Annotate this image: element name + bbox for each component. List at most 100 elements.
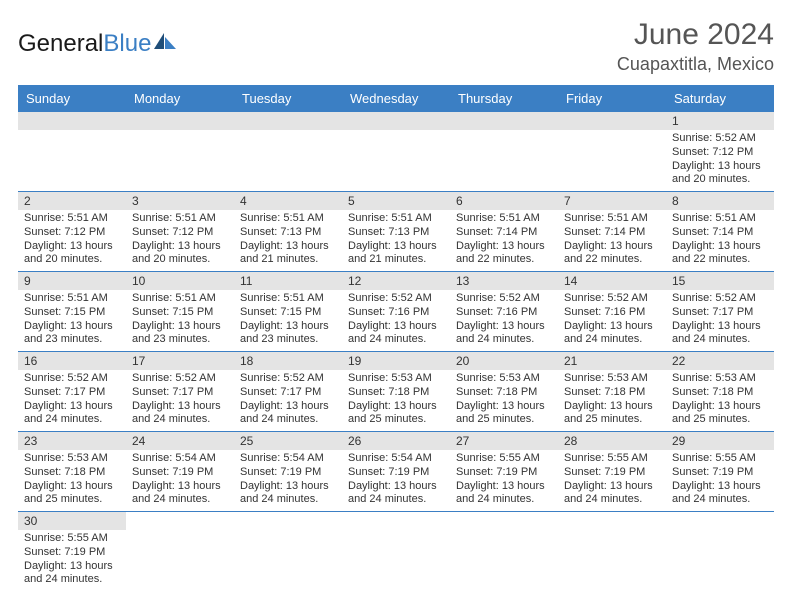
calendar-cell: 18Sunrise: 5:52 AMSunset: 7:17 PMDayligh… [234, 352, 342, 432]
daylight-text: Daylight: 13 hours and 24 minutes. [132, 400, 228, 428]
day-body: Sunrise: 5:53 AMSunset: 7:18 PMDaylight:… [18, 450, 126, 511]
brand-logo: GeneralBlue [18, 18, 176, 58]
sunset-text: Sunset: 7:12 PM [672, 146, 768, 160]
day-number: 6 [450, 192, 558, 210]
daylight-text: Daylight: 13 hours and 24 minutes. [240, 400, 336, 428]
daylight-text: Daylight: 13 hours and 25 minutes. [456, 400, 552, 428]
calendar-cell: 7Sunrise: 5:51 AMSunset: 7:14 PMDaylight… [558, 192, 666, 272]
calendar-cell: 15Sunrise: 5:52 AMSunset: 7:17 PMDayligh… [666, 272, 774, 352]
calendar-cell: . [450, 112, 558, 192]
sunset-text: Sunset: 7:17 PM [24, 386, 120, 400]
day-number: 19 [342, 352, 450, 370]
day-number: . [18, 112, 126, 130]
title-block: June 2024 Cuapaxtitla, Mexico [617, 18, 774, 75]
calendar-cell: 30Sunrise: 5:55 AMSunset: 7:19 PMDayligh… [18, 512, 126, 592]
calendar-cell: 24Sunrise: 5:54 AMSunset: 7:19 PMDayligh… [126, 432, 234, 512]
daylight-text: Daylight: 13 hours and 22 minutes. [564, 240, 660, 268]
day-number: 8 [666, 192, 774, 210]
sunrise-text: Sunrise: 5:51 AM [456, 212, 552, 226]
sunrise-text: Sunrise: 5:53 AM [348, 372, 444, 386]
sunrise-text: Sunrise: 5:53 AM [564, 372, 660, 386]
daylight-text: Daylight: 13 hours and 25 minutes. [24, 480, 120, 508]
sunset-text: Sunset: 7:12 PM [24, 226, 120, 240]
calendar-cell: 4Sunrise: 5:51 AMSunset: 7:13 PMDaylight… [234, 192, 342, 272]
day-number: 21 [558, 352, 666, 370]
day-number: . [342, 112, 450, 130]
day-number: 4 [234, 192, 342, 210]
daylight-text: Daylight: 13 hours and 24 minutes. [24, 560, 120, 588]
day-number: 12 [342, 272, 450, 290]
calendar-cell: . [342, 112, 450, 192]
day-number: 17 [126, 352, 234, 370]
day-body: Sunrise: 5:54 AMSunset: 7:19 PMDaylight:… [234, 450, 342, 511]
day-body: Sunrise: 5:54 AMSunset: 7:19 PMDaylight:… [126, 450, 234, 511]
calendar-cell: 25Sunrise: 5:54 AMSunset: 7:19 PMDayligh… [234, 432, 342, 512]
calendar-cell: 13Sunrise: 5:52 AMSunset: 7:16 PMDayligh… [450, 272, 558, 352]
calendar-cell: . [342, 512, 450, 592]
calendar-row: ......1Sunrise: 5:52 AMSunset: 7:12 PMDa… [18, 112, 774, 192]
col-tuesday: Tuesday [234, 85, 342, 112]
sunrise-text: Sunrise: 5:52 AM [564, 292, 660, 306]
sunset-text: Sunset: 7:19 PM [240, 466, 336, 480]
sunset-text: Sunset: 7:18 PM [672, 386, 768, 400]
day-number: 13 [450, 272, 558, 290]
daylight-text: Daylight: 13 hours and 22 minutes. [672, 240, 768, 268]
daylight-text: Daylight: 13 hours and 23 minutes. [240, 320, 336, 348]
day-body: Sunrise: 5:53 AMSunset: 7:18 PMDaylight:… [558, 370, 666, 431]
calendar-cell: 22Sunrise: 5:53 AMSunset: 7:18 PMDayligh… [666, 352, 774, 432]
day-body: Sunrise: 5:55 AMSunset: 7:19 PMDaylight:… [666, 450, 774, 511]
day-number: . [234, 112, 342, 130]
calendar-cell: . [450, 512, 558, 592]
calendar-cell: 11Sunrise: 5:51 AMSunset: 7:15 PMDayligh… [234, 272, 342, 352]
daylight-text: Daylight: 13 hours and 24 minutes. [348, 480, 444, 508]
day-body: Sunrise: 5:51 AMSunset: 7:15 PMDaylight:… [18, 290, 126, 351]
day-number: . [450, 112, 558, 130]
daylight-text: Daylight: 13 hours and 25 minutes. [564, 400, 660, 428]
daylight-text: Daylight: 13 hours and 20 minutes. [24, 240, 120, 268]
day-number: 9 [18, 272, 126, 290]
calendar-cell: 10Sunrise: 5:51 AMSunset: 7:15 PMDayligh… [126, 272, 234, 352]
calendar-cell: 19Sunrise: 5:53 AMSunset: 7:18 PMDayligh… [342, 352, 450, 432]
day-body: Sunrise: 5:52 AMSunset: 7:16 PMDaylight:… [450, 290, 558, 351]
calendar-row: 16Sunrise: 5:52 AMSunset: 7:17 PMDayligh… [18, 352, 774, 432]
day-body: Sunrise: 5:52 AMSunset: 7:17 PMDaylight:… [18, 370, 126, 431]
calendar-cell: 12Sunrise: 5:52 AMSunset: 7:16 PMDayligh… [342, 272, 450, 352]
daylight-text: Daylight: 13 hours and 20 minutes. [672, 160, 768, 188]
brand-part1: General [18, 30, 103, 58]
day-number: 20 [450, 352, 558, 370]
calendar-cell: . [666, 512, 774, 592]
day-number: 18 [234, 352, 342, 370]
day-number: 24 [126, 432, 234, 450]
calendar-cell: 21Sunrise: 5:53 AMSunset: 7:18 PMDayligh… [558, 352, 666, 432]
calendar-row: 2Sunrise: 5:51 AMSunset: 7:12 PMDaylight… [18, 192, 774, 272]
daylight-text: Daylight: 13 hours and 24 minutes. [24, 400, 120, 428]
col-wednesday: Wednesday [342, 85, 450, 112]
calendar-cell: . [126, 512, 234, 592]
sunset-text: Sunset: 7:14 PM [672, 226, 768, 240]
calendar-cell: 16Sunrise: 5:52 AMSunset: 7:17 PMDayligh… [18, 352, 126, 432]
sunset-text: Sunset: 7:17 PM [240, 386, 336, 400]
daylight-text: Daylight: 13 hours and 24 minutes. [564, 480, 660, 508]
calendar-cell: 8Sunrise: 5:51 AMSunset: 7:14 PMDaylight… [666, 192, 774, 272]
calendar-cell: 6Sunrise: 5:51 AMSunset: 7:14 PMDaylight… [450, 192, 558, 272]
sunrise-text: Sunrise: 5:51 AM [348, 212, 444, 226]
day-body: Sunrise: 5:55 AMSunset: 7:19 PMDaylight:… [18, 530, 126, 591]
day-number: 10 [126, 272, 234, 290]
day-body: Sunrise: 5:51 AMSunset: 7:14 PMDaylight:… [450, 210, 558, 271]
sail-icon [154, 33, 176, 49]
calendar-cell: 2Sunrise: 5:51 AMSunset: 7:12 PMDaylight… [18, 192, 126, 272]
day-body: Sunrise: 5:54 AMSunset: 7:19 PMDaylight:… [342, 450, 450, 511]
day-number: 11 [234, 272, 342, 290]
calendar-cell: 28Sunrise: 5:55 AMSunset: 7:19 PMDayligh… [558, 432, 666, 512]
day-number: 7 [558, 192, 666, 210]
calendar-cell: . [18, 112, 126, 192]
col-monday: Monday [126, 85, 234, 112]
day-body: Sunrise: 5:52 AMSunset: 7:17 PMDaylight:… [234, 370, 342, 431]
day-body: Sunrise: 5:51 AMSunset: 7:14 PMDaylight:… [666, 210, 774, 271]
day-body: Sunrise: 5:52 AMSunset: 7:17 PMDaylight:… [126, 370, 234, 431]
day-number: 30 [18, 512, 126, 530]
calendar-cell: 26Sunrise: 5:54 AMSunset: 7:19 PMDayligh… [342, 432, 450, 512]
daylight-text: Daylight: 13 hours and 23 minutes. [24, 320, 120, 348]
day-body: Sunrise: 5:55 AMSunset: 7:19 PMDaylight:… [450, 450, 558, 511]
daylight-text: Daylight: 13 hours and 24 minutes. [348, 320, 444, 348]
